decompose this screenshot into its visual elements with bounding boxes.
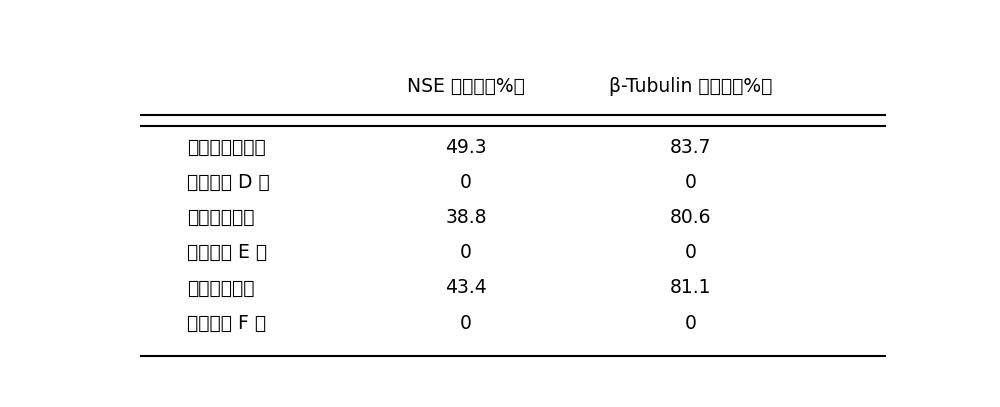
Text: 维甲酸诱导组: 维甲酸诱导组 <box>187 208 254 227</box>
Text: 0: 0 <box>460 243 472 263</box>
Text: 49.3: 49.3 <box>445 138 487 157</box>
Text: 38.8: 38.8 <box>445 208 487 227</box>
Text: 0: 0 <box>685 173 697 192</box>
Text: β-Tubulin 阳性率（%）: β-Tubulin 阳性率（%） <box>609 77 772 96</box>
Text: 83.7: 83.7 <box>670 138 712 157</box>
Text: 甲馒胺诱导组: 甲馒胺诱导组 <box>187 278 254 298</box>
Text: 0: 0 <box>460 313 472 333</box>
Text: 43.4: 43.4 <box>445 278 487 298</box>
Text: NSE 阳性率（%）: NSE 阳性率（%） <box>407 77 525 96</box>
Text: 空白对照 F 组: 空白对照 F 组 <box>187 313 266 333</box>
Text: 81.1: 81.1 <box>670 278 712 298</box>
Text: 0: 0 <box>685 313 697 333</box>
Text: 红景天苷诱导组: 红景天苷诱导组 <box>187 138 266 157</box>
Text: 0: 0 <box>685 243 697 263</box>
Text: 80.6: 80.6 <box>670 208 712 227</box>
Text: 0: 0 <box>460 173 472 192</box>
Text: 空白对照 E 组: 空白对照 E 组 <box>187 243 267 263</box>
Text: 空白对照 D 组: 空白对照 D 组 <box>187 173 270 192</box>
